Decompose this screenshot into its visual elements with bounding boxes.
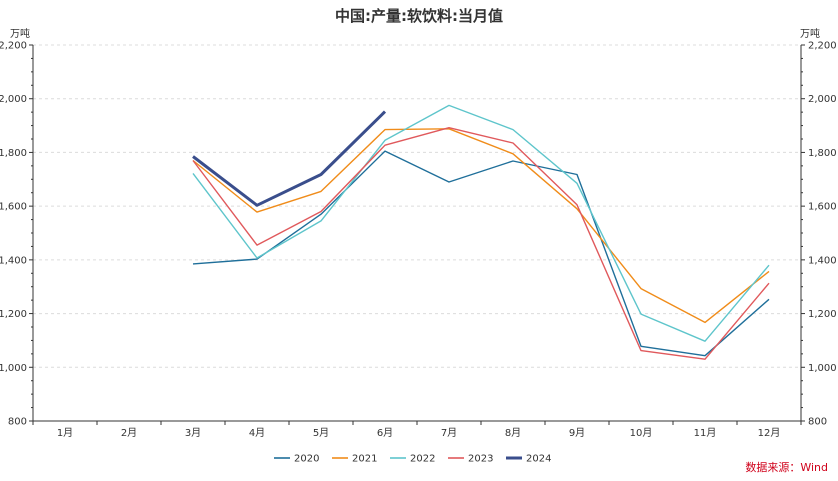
x-tick-label: 5月: [313, 427, 329, 439]
x-tick-label: 7月: [441, 427, 457, 439]
legend-label-2023: 2023: [468, 454, 493, 465]
series-line-2023: [192, 126, 770, 360]
x-tick-label: 6月: [377, 427, 393, 439]
x-tick-label: 11月: [694, 427, 717, 439]
y-tick-label-right: 2,200: [808, 41, 837, 52]
series-line-2022: [192, 104, 770, 342]
legend-label-2020: 2020: [294, 454, 319, 465]
y-tick-label-right: 1,400: [808, 255, 837, 266]
series-line-2024: [192, 110, 387, 207]
y-tick-label-right: 1,600: [808, 202, 837, 213]
y-tick-label-left: 2,200: [0, 41, 27, 52]
y-tick-label-right: 2,000: [808, 94, 837, 105]
series-line-2020: [192, 150, 770, 357]
y-tick-label-left: 800: [8, 417, 27, 428]
y-tick-label-right: 1,800: [808, 148, 837, 159]
x-tick-label: 9月: [569, 427, 585, 439]
legend-label-2021: 2021: [352, 454, 377, 465]
y-tick-label-right: 1,000: [808, 363, 837, 374]
legend-label-2024: 2024: [526, 454, 551, 465]
x-tick-label: 2月: [121, 427, 137, 439]
y-tick-label-right: 1,200: [808, 309, 837, 320]
data-source: 数据来源：Wind: [745, 461, 828, 474]
x-tick-label: 8月: [505, 427, 521, 439]
legend-label-2022: 2022: [410, 454, 435, 465]
x-tick-label: 12月: [758, 427, 781, 439]
y-tick-label-left: 1,800: [0, 148, 27, 159]
chart-title: 中国:产量:软饮料:当月值: [335, 7, 503, 25]
right-axis-unit: 万吨: [800, 29, 820, 40]
x-tick-label: 3月: [185, 427, 201, 439]
x-tick-label: 4月: [249, 427, 265, 439]
x-tick-label: 10月: [630, 427, 653, 439]
y-tick-label-left: 1,200: [0, 309, 27, 320]
x-tick-label: 1月: [57, 427, 73, 439]
y-tick-label-left: 1,600: [0, 202, 27, 213]
y-tick-label-left: 2,000: [0, 94, 27, 105]
y-tick-label-right: 800: [808, 417, 827, 428]
series-line-2021: [192, 128, 770, 324]
left-axis-unit: 万吨: [10, 29, 30, 40]
y-tick-label-left: 1,400: [0, 255, 27, 266]
y-tick-label-left: 1,000: [0, 363, 27, 374]
